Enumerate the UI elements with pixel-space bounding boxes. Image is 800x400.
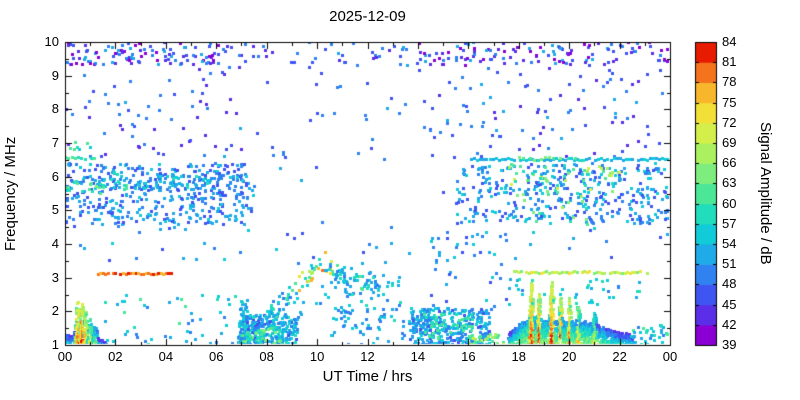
colorbar-label: Signal Amplitude / dB (757, 122, 774, 265)
plot-title: 2025-12-09 (329, 8, 406, 25)
x-axis-label: UT Time / hrs (322, 368, 413, 385)
y-axis-label: Frequency / MHz (2, 136, 19, 251)
